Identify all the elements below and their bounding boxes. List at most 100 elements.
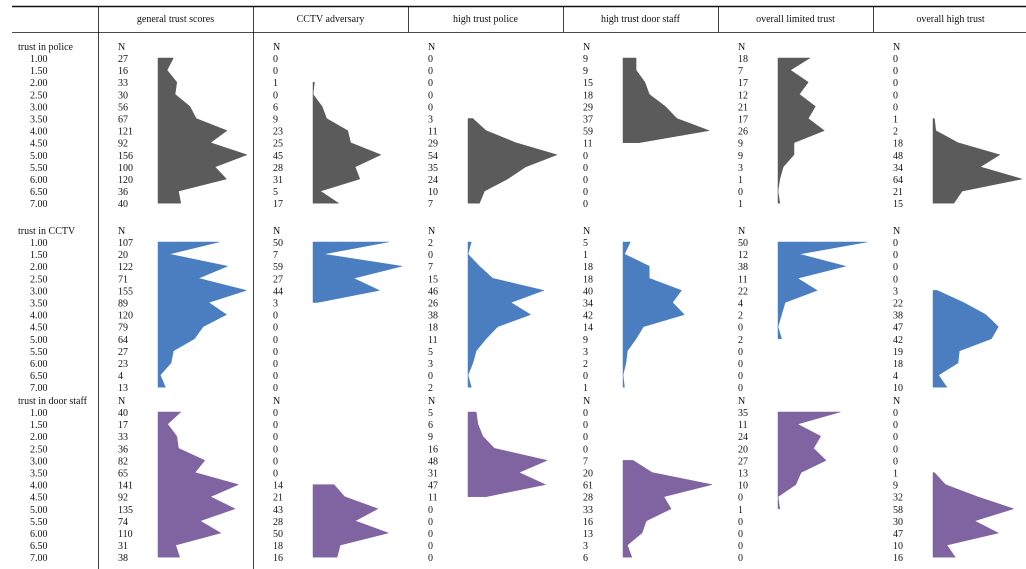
level-label: 5.00: [30, 505, 48, 516]
count-value: 10: [428, 187, 438, 198]
count-value: 2: [738, 335, 743, 346]
level-label: 5.00: [30, 335, 48, 346]
column-header: general trust scores: [137, 14, 214, 25]
count-header: N: [118, 396, 125, 407]
count-value: 1: [893, 115, 898, 126]
count-value: 61: [583, 481, 593, 492]
count-value: 0: [738, 323, 743, 334]
count-value: 20: [738, 444, 748, 455]
count-value: 0: [893, 250, 898, 261]
count-value: 18: [273, 541, 283, 552]
count-value: 19: [893, 347, 903, 358]
count-value: 0: [273, 90, 278, 101]
count-header: N: [583, 396, 590, 407]
count-value: 38: [893, 311, 903, 322]
distribution-shape: [622, 57, 711, 143]
level-label: 5.50: [30, 163, 48, 174]
count-value: 20: [583, 469, 593, 480]
count-value: 7: [428, 262, 433, 273]
count-value: 44: [273, 286, 283, 297]
group-label: trust in door staff: [18, 396, 88, 407]
count-value: 12: [738, 90, 748, 101]
count-value: 42: [583, 311, 593, 322]
count-value: 0: [273, 469, 278, 480]
count-value: 31: [273, 175, 283, 186]
count-value: 11: [738, 420, 748, 431]
count-value: 0: [428, 78, 433, 89]
level-label: 2.00: [30, 432, 48, 443]
count-value: 0: [583, 187, 588, 198]
count-value: 0: [893, 408, 898, 419]
count-value: 4: [118, 371, 123, 382]
count-value: 7: [273, 250, 278, 261]
column-header: high trust police: [453, 14, 519, 25]
count-value: 50: [273, 529, 283, 540]
count-value: 30: [893, 517, 903, 528]
count-value: 24: [428, 175, 438, 186]
count-value: 0: [583, 199, 588, 210]
count-value: 33: [118, 78, 128, 89]
count-value: 5: [583, 238, 588, 249]
count-value: 0: [738, 187, 743, 198]
count-value: 3: [273, 299, 278, 310]
count-value: 82: [118, 456, 128, 467]
count-value: 21: [273, 493, 283, 504]
count-value: 64: [118, 335, 128, 346]
level-label: 2.00: [30, 78, 48, 89]
level-label: 3.50: [30, 299, 48, 310]
count-value: 120: [118, 175, 133, 186]
count-value: 0: [738, 347, 743, 358]
count-value: 0: [273, 311, 278, 322]
count-value: 1: [893, 469, 898, 480]
count-value: 16: [583, 517, 593, 528]
distribution-shape: [312, 484, 390, 558]
level-label: 3.00: [30, 286, 48, 297]
count-value: 0: [583, 371, 588, 382]
count-value: 10: [893, 541, 903, 552]
count-value: 0: [583, 432, 588, 443]
count-value: 9: [583, 66, 588, 77]
count-value: 11: [428, 335, 438, 346]
distribution-shape: [777, 57, 825, 204]
count-header: N: [428, 42, 435, 53]
count-value: 40: [118, 408, 128, 419]
count-value: 18: [583, 274, 593, 285]
count-value: 38: [738, 262, 748, 273]
count-value: 23: [273, 127, 283, 138]
count-value: 0: [273, 347, 278, 358]
count-value: 11: [428, 127, 438, 138]
level-label: 5.00: [30, 151, 48, 162]
count-value: 9: [738, 151, 743, 162]
group-label: trust in police: [18, 42, 74, 53]
count-value: 3: [583, 347, 588, 358]
count-value: 42: [893, 335, 903, 346]
count-value: 37: [583, 115, 593, 126]
count-header: N: [273, 226, 280, 237]
count-value: 0: [273, 420, 278, 431]
count-value: 7: [738, 66, 743, 77]
count-value: 58: [893, 505, 903, 516]
level-label: 1.00: [30, 408, 48, 419]
level-label: 7.00: [30, 383, 48, 394]
count-value: 27: [118, 54, 128, 65]
count-value: 59: [273, 262, 283, 273]
count-value: 0: [273, 323, 278, 334]
distribution-shape: [312, 81, 382, 204]
count-value: 11: [583, 139, 593, 150]
distribution-shape: [467, 411, 548, 497]
count-value: 6: [428, 420, 433, 431]
level-label: 2.00: [30, 262, 48, 273]
count-value: 92: [118, 139, 128, 150]
count-value: 15: [428, 274, 438, 285]
count-value: 0: [893, 444, 898, 455]
count-value: 26: [428, 299, 438, 310]
distribution-shape: [467, 241, 545, 388]
count-value: 0: [738, 371, 743, 382]
count-value: 34: [583, 299, 593, 310]
level-label: 3.00: [30, 456, 48, 467]
count-header: N: [273, 396, 280, 407]
count-value: 16: [428, 444, 438, 455]
count-header: N: [893, 396, 900, 407]
count-value: 0: [893, 90, 898, 101]
count-value: 18: [583, 90, 593, 101]
